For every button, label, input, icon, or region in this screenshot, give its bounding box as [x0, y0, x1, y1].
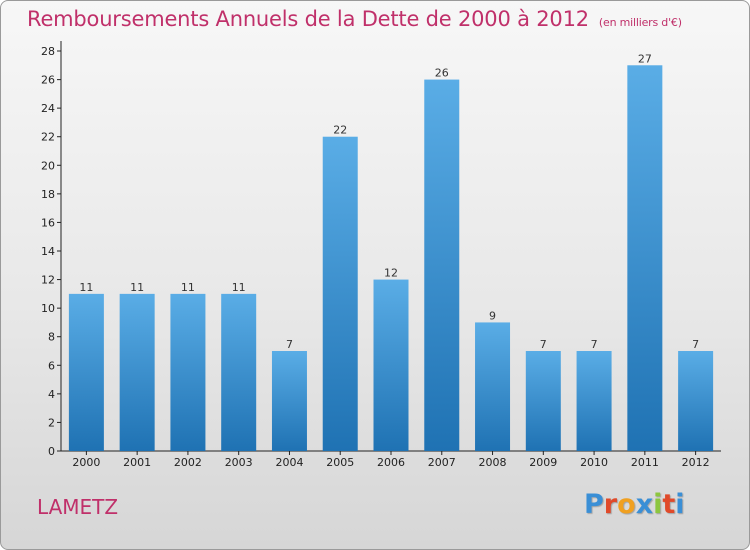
- bar: [221, 293, 257, 451]
- data-label: 7: [286, 338, 293, 351]
- proxiti-logo: Proxiti: [584, 489, 685, 520]
- y-tick-label: 16: [41, 216, 55, 229]
- x-tick-label: 2000: [72, 456, 100, 469]
- data-label: 12: [384, 267, 398, 280]
- logo-letter: i: [653, 489, 663, 520]
- data-label: 11: [232, 281, 246, 294]
- y-tick-label: 8: [48, 331, 55, 344]
- y-tick-label: 6: [48, 359, 55, 372]
- data-label: 7: [540, 338, 547, 351]
- title-text: Remboursements Annuels de la Dette de 20…: [27, 7, 589, 31]
- logo-letter: P: [584, 489, 604, 520]
- data-label: 11: [130, 281, 144, 294]
- y-tick-label: 28: [41, 45, 55, 58]
- data-label: 7: [591, 338, 598, 351]
- logo-letter: t: [662, 489, 676, 520]
- x-tick-label: 2007: [428, 456, 456, 469]
- x-tick-label: 2005: [326, 456, 354, 469]
- location-name: LAMETZ: [37, 495, 119, 519]
- x-tick-label: 2009: [529, 456, 557, 469]
- logo-letter: i: [675, 489, 685, 520]
- bar: [271, 351, 307, 451]
- data-label: 26: [435, 67, 449, 80]
- bar: [424, 79, 460, 452]
- title-unit: (en milliers d'€): [598, 16, 682, 29]
- x-tick-label: 2011: [631, 456, 659, 469]
- x-tick-label: 2001: [123, 456, 151, 469]
- y-tick-label: 26: [41, 74, 55, 87]
- data-labels: 11 11 11 11 7 22 12 26 9 7 7 27 7: [79, 52, 699, 351]
- y-tick-label: 4: [48, 388, 55, 401]
- y-tick-label: 20: [41, 159, 55, 172]
- bar: [627, 65, 663, 452]
- bar: [373, 279, 409, 451]
- logo-letter: o: [617, 489, 636, 520]
- y-tick-label: 0: [48, 445, 55, 458]
- y-tick-label: 12: [41, 274, 55, 287]
- data-label: 22: [333, 124, 347, 137]
- bar: [68, 293, 104, 451]
- x-tick-label: 2012: [682, 456, 710, 469]
- x-tick-label: 2006: [377, 456, 405, 469]
- data-label: 27: [638, 52, 652, 65]
- data-label: 9: [489, 309, 496, 322]
- x-tick-label: 2004: [275, 456, 303, 469]
- y-tick-label: 10: [41, 302, 55, 315]
- bar: [576, 351, 612, 451]
- data-label: 11: [181, 281, 195, 294]
- data-label: 7: [692, 338, 699, 351]
- bars: [68, 65, 714, 452]
- bar: [475, 322, 511, 451]
- bar: [525, 351, 561, 451]
- x-tick-label: 2008: [479, 456, 507, 469]
- bar: [119, 293, 155, 451]
- bar: [322, 136, 358, 451]
- data-label: 11: [79, 281, 93, 294]
- bar: [678, 351, 714, 451]
- y-tick-label: 14: [41, 245, 55, 258]
- chart-title: Remboursements Annuels de la Dette de 20…: [27, 7, 682, 31]
- x-tick-label: 2002: [174, 456, 202, 469]
- bar: [170, 293, 206, 451]
- y-tick-label: 2: [48, 416, 55, 429]
- y-tick-label: 18: [41, 188, 55, 201]
- y-tick-label: 22: [41, 131, 55, 144]
- x-tick-label: 2010: [580, 456, 608, 469]
- y-tick-label: 24: [41, 102, 55, 115]
- logo-letter: x: [635, 489, 654, 520]
- x-tick-label: 2003: [225, 456, 253, 469]
- logo-letter: r: [603, 489, 618, 520]
